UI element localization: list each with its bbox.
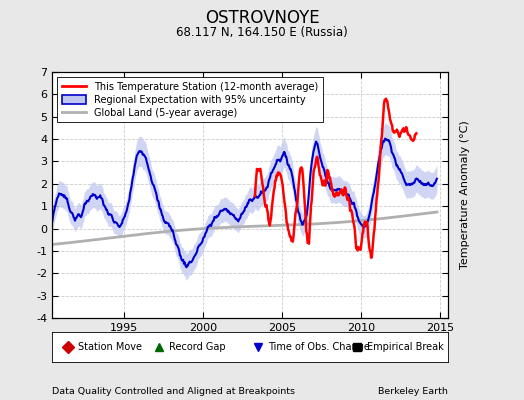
Text: Empirical Break: Empirical Break	[367, 342, 444, 352]
Text: Berkeley Earth: Berkeley Earth	[378, 387, 448, 396]
Text: 68.117 N, 164.150 E (Russia): 68.117 N, 164.150 E (Russia)	[176, 26, 348, 39]
Y-axis label: Temperature Anomaly (°C): Temperature Anomaly (°C)	[460, 121, 470, 269]
Text: Data Quality Controlled and Aligned at Breakpoints: Data Quality Controlled and Aligned at B…	[52, 387, 296, 396]
Text: Time of Obs. Change: Time of Obs. Change	[268, 342, 370, 352]
Text: OSTROVNOYE: OSTROVNOYE	[205, 9, 319, 27]
Text: Station Move: Station Move	[78, 342, 142, 352]
Text: Record Gap: Record Gap	[169, 342, 226, 352]
Legend: This Temperature Station (12-month average), Regional Expectation with 95% uncer: This Temperature Station (12-month avera…	[57, 77, 323, 122]
